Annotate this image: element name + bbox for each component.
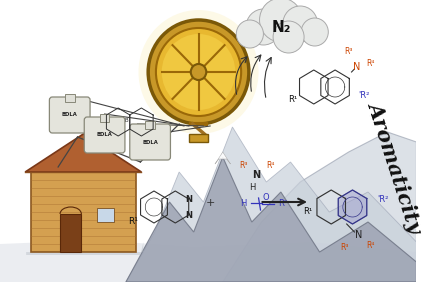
Text: +: + [206, 198, 215, 208]
Circle shape [260, 0, 302, 42]
Text: R²: R² [278, 199, 287, 208]
Text: R⁴: R⁴ [366, 58, 374, 67]
Text: BDLA: BDLA [62, 113, 78, 118]
Text: O: O [262, 193, 269, 202]
Text: H: H [240, 199, 246, 208]
Bar [100, 114, 109, 122]
Text: BDLA: BDLA [97, 133, 113, 138]
Bar [65, 94, 74, 102]
Bar [145, 121, 155, 129]
Polygon shape [25, 134, 141, 172]
Text: 'R²: 'R² [378, 195, 389, 204]
Circle shape [148, 20, 249, 124]
Text: BDLA: BDLA [142, 140, 158, 144]
Polygon shape [338, 190, 367, 224]
Polygon shape [215, 152, 230, 164]
Text: H: H [249, 182, 256, 191]
Text: N₂: N₂ [271, 19, 291, 34]
Text: R⁴: R⁴ [266, 160, 274, 169]
Text: N: N [185, 195, 192, 204]
Circle shape [273, 21, 304, 53]
Text: Aromaticity: Aromaticity [365, 99, 426, 235]
Text: R³: R³ [344, 47, 353, 56]
Circle shape [283, 6, 318, 42]
Text: R¹: R¹ [128, 217, 138, 226]
Circle shape [237, 20, 264, 48]
Text: N: N [185, 210, 192, 219]
Text: N: N [353, 62, 360, 72]
Bar [189, 134, 208, 142]
Circle shape [156, 28, 241, 116]
Text: R¹: R¹ [303, 206, 313, 215]
Text: R¹: R¹ [288, 94, 297, 103]
Circle shape [301, 18, 328, 46]
Text: R³: R³ [341, 243, 349, 252]
Circle shape [191, 64, 206, 80]
Polygon shape [0, 240, 416, 282]
FancyBboxPatch shape [84, 117, 125, 153]
FancyBboxPatch shape [130, 124, 170, 160]
Text: B: B [124, 118, 128, 122]
Polygon shape [126, 127, 416, 282]
Text: R⁴: R⁴ [366, 241, 374, 250]
Circle shape [246, 9, 281, 45]
Polygon shape [26, 242, 143, 255]
Bar [31, 172, 135, 252]
Polygon shape [126, 157, 416, 282]
FancyBboxPatch shape [49, 97, 90, 133]
Bar [60, 214, 81, 252]
Text: R³: R³ [239, 160, 247, 169]
Circle shape [138, 10, 258, 134]
Circle shape [162, 34, 235, 110]
Bar [97, 208, 114, 222]
Polygon shape [223, 132, 416, 282]
Text: 'R²: 'R² [358, 91, 370, 100]
Text: N: N [355, 230, 362, 240]
Text: N: N [252, 170, 261, 180]
